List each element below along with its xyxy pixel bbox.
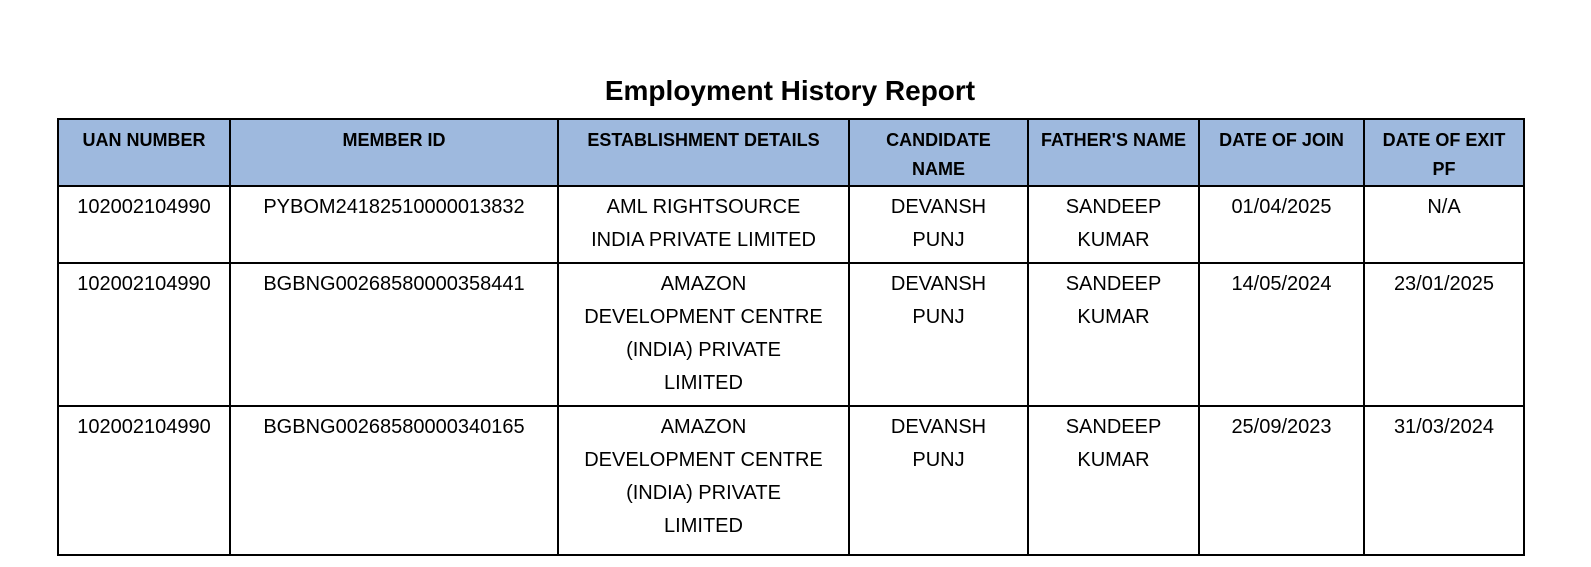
cell-date-of-exit-pf: N/A (1363, 185, 1525, 264)
column-header-fathers-name: FATHER'S NAME (1027, 118, 1200, 187)
cell-father-name: SANDEEP KUMAR (1027, 262, 1200, 407)
cell-uan-number: 102002104990 (57, 185, 231, 264)
cell-date-of-join: 25/09/2023 (1198, 405, 1365, 556)
cell-uan-number: 102002104990 (57, 262, 231, 407)
cell-father-name: SANDEEP KUMAR (1027, 405, 1200, 556)
column-header-candidate-name: CANDIDATE NAME (848, 118, 1029, 187)
table-row: 102002104990 BGBNG00268580000340165 AMAZ… (57, 405, 1525, 556)
column-header-date-of-exit-pf: DATE OF EXIT PF (1363, 118, 1525, 187)
table-header-row: UAN NUMBER MEMBER ID ESTABLISHMENT DETAI… (57, 118, 1525, 187)
cell-member-id: PYBOM24182510000013832 (229, 185, 559, 264)
column-header-date-of-join: DATE OF JOIN (1198, 118, 1365, 187)
cell-candidate-name: DEVANSH PUNJ (848, 262, 1029, 407)
employment-history-table: UAN NUMBER MEMBER ID ESTABLISHMENT DETAI… (57, 118, 1525, 556)
cell-member-id: BGBNG00268580000340165 (229, 405, 559, 556)
cell-uan-number: 102002104990 (57, 405, 231, 556)
page-title: Employment History Report (604, 75, 976, 106)
cell-date-of-join: 14/05/2024 (1198, 262, 1365, 407)
cell-candidate-name: DEVANSH PUNJ (848, 185, 1029, 264)
column-header-establishment-details: ESTABLISHMENT DETAILS (557, 118, 850, 187)
cell-candidate-name: DEVANSH PUNJ (848, 405, 1029, 556)
table-row: 102002104990 BGBNG00268580000358441 AMAZ… (57, 262, 1525, 407)
cell-establishment-details: AML RIGHTSOURCE INDIA PRIVATE LIMITED (557, 185, 850, 264)
cell-establishment-details: AMAZON DEVELOPMENT CENTRE (INDIA) PRIVAT… (557, 405, 850, 556)
cell-member-id: BGBNG00268580000358441 (229, 262, 559, 407)
column-header-member-id: MEMBER ID (229, 118, 559, 187)
table-row: 102002104990 PYBOM24182510000013832 AML … (57, 185, 1525, 264)
column-header-uan-number: UAN NUMBER (57, 118, 231, 187)
cell-date-of-exit-pf: 23/01/2025 (1363, 262, 1525, 407)
cell-date-of-join: 01/04/2025 (1198, 185, 1365, 264)
cell-date-of-exit-pf: 31/03/2024 (1363, 405, 1525, 556)
cell-father-name: SANDEEP KUMAR (1027, 185, 1200, 264)
cell-establishment-details: AMAZON DEVELOPMENT CENTRE (INDIA) PRIVAT… (557, 262, 850, 407)
